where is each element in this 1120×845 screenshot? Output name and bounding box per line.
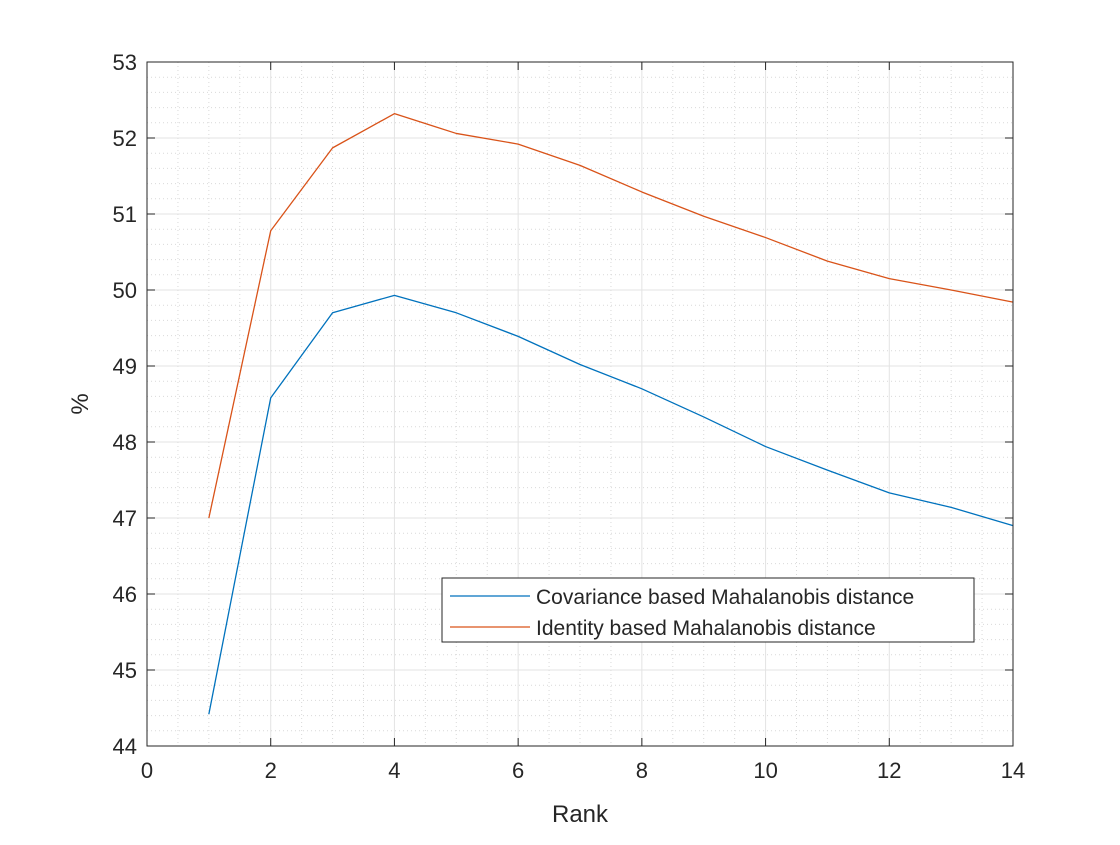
- legend-box: [441, 577, 975, 643]
- x-axis-label: Rank: [552, 801, 609, 828]
- major-grid: [146, 61, 1014, 747]
- y-tick-label: 52: [113, 126, 137, 151]
- legend-entry-2: Identity based Mahalanobis distance: [536, 617, 876, 640]
- series-line-2: [208, 113, 1014, 519]
- x-tick-label: 2: [265, 758, 277, 783]
- x-tick-label: 4: [388, 758, 400, 783]
- x-tick-label: 12: [877, 758, 901, 783]
- minor-grid: [147, 62, 1013, 746]
- x-axis-ticks: 0 2 4 6 8 10 12 14: [141, 62, 1025, 783]
- x-tick-label: 10: [753, 758, 777, 783]
- y-tick-label: 53: [113, 50, 137, 75]
- y-tick-label: 48: [113, 430, 137, 455]
- legend: Covariance based Mahalanobis distance Ide…: [441, 577, 975, 643]
- y-tick-label: 44: [113, 734, 137, 759]
- x-tick-label: 14: [1001, 758, 1025, 783]
- series-lines: [208, 113, 1014, 715]
- y-tick-label: 45: [113, 658, 137, 683]
- axes-box: [146, 61, 1014, 747]
- x-tick-label: 6: [512, 758, 524, 783]
- x-tick-label: 8: [636, 758, 648, 783]
- y-tick-label: 50: [113, 278, 137, 303]
- y-tick-label: 51: [113, 202, 137, 227]
- x-tick-label: 0: [141, 758, 153, 783]
- y-tick-label: 49: [113, 354, 137, 379]
- y-tick-label: 46: [113, 582, 137, 607]
- y-axis-label: %: [67, 393, 94, 414]
- y-tick-label: 47: [113, 506, 137, 531]
- series-line-1: [208, 294, 1014, 715]
- y-axis-ticks: 44 45 46 47 48 49 50 51 52 53: [113, 50, 1013, 759]
- legend-entry-1: Covariance based Mahalanobis distance: [536, 586, 914, 609]
